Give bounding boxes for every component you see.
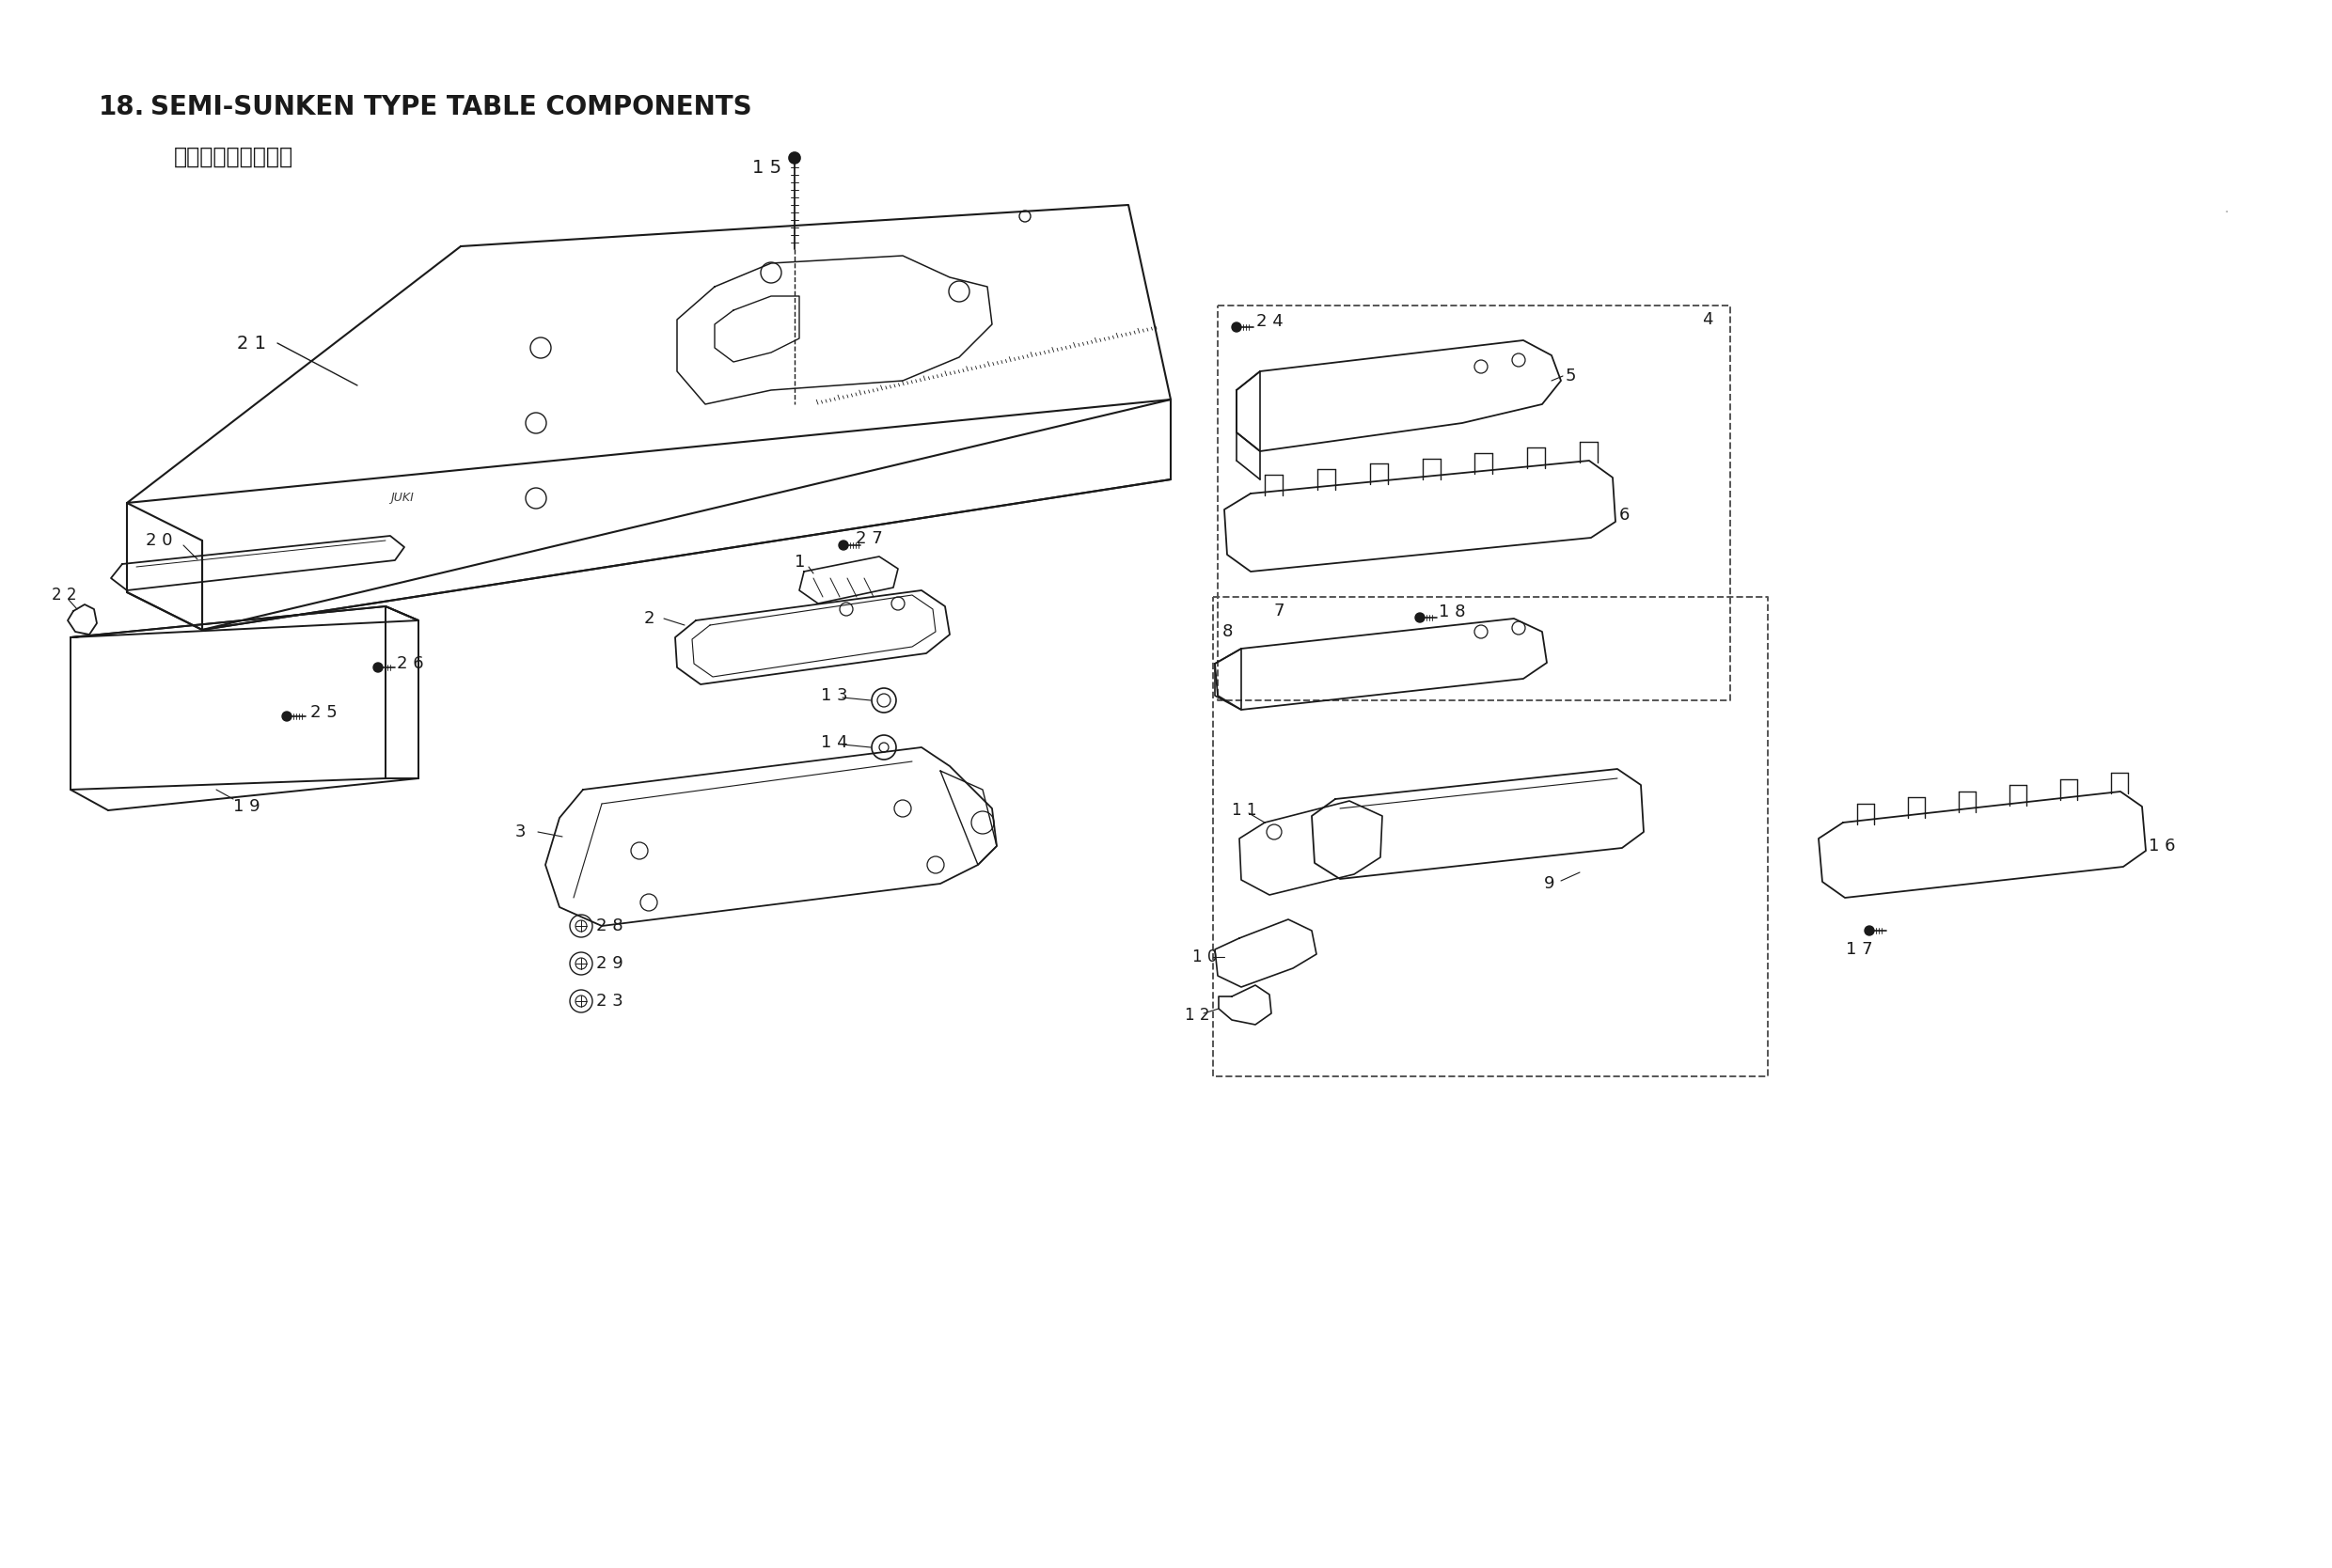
Text: 6: 6	[1618, 506, 1630, 524]
Text: 1 8: 1 8	[1439, 604, 1464, 621]
Text: 2 8: 2 8	[597, 917, 623, 935]
Text: 1 6: 1 6	[2148, 837, 2176, 855]
Text: 2: 2	[644, 610, 655, 627]
Circle shape	[282, 712, 292, 721]
Text: 2 2: 2 2	[51, 586, 77, 604]
Text: 卸上式テーブル関係: 卸上式テーブル関係	[175, 146, 294, 168]
Text: 2 4: 2 4	[1257, 314, 1283, 329]
Text: 7: 7	[1273, 602, 1285, 619]
Text: 2 9: 2 9	[597, 955, 623, 972]
Bar	[1213, 597, 1768, 1076]
Text: 2 3: 2 3	[597, 993, 623, 1010]
Text: JUKI: JUKI	[389, 492, 413, 505]
Text: 2 6: 2 6	[396, 655, 424, 673]
Text: .: .	[2225, 202, 2229, 215]
Text: 2 7: 2 7	[856, 530, 884, 547]
Circle shape	[1866, 927, 1875, 936]
Text: 9: 9	[1544, 875, 1555, 892]
Circle shape	[1416, 613, 1425, 622]
Circle shape	[373, 663, 382, 673]
Bar	[1217, 306, 1730, 701]
Text: 8: 8	[1222, 622, 1234, 640]
Text: 1 5: 1 5	[753, 158, 781, 176]
Text: 2 5: 2 5	[310, 704, 338, 721]
Text: 1 7: 1 7	[1847, 941, 1873, 958]
Text: 5: 5	[1565, 367, 1576, 384]
Circle shape	[788, 152, 800, 163]
Circle shape	[1231, 323, 1241, 332]
Text: 1 0: 1 0	[1192, 949, 1217, 966]
Text: 1 4: 1 4	[821, 734, 849, 751]
Text: 18.: 18.	[98, 94, 145, 121]
Text: 1 3: 1 3	[821, 687, 849, 704]
Text: 1 2: 1 2	[1185, 1007, 1210, 1024]
Text: 4: 4	[1702, 310, 1712, 328]
Text: 2 1: 2 1	[238, 334, 266, 353]
Circle shape	[840, 541, 849, 550]
Text: SEMI-SUNKEN TYPE TABLE COMPONENTS: SEMI-SUNKEN TYPE TABLE COMPONENTS	[152, 94, 751, 121]
Text: 1: 1	[795, 554, 805, 571]
Text: 1 1: 1 1	[1231, 801, 1257, 818]
Text: 3: 3	[515, 823, 527, 840]
Text: 2 0: 2 0	[145, 532, 173, 549]
Text: 1 9: 1 9	[233, 798, 261, 815]
